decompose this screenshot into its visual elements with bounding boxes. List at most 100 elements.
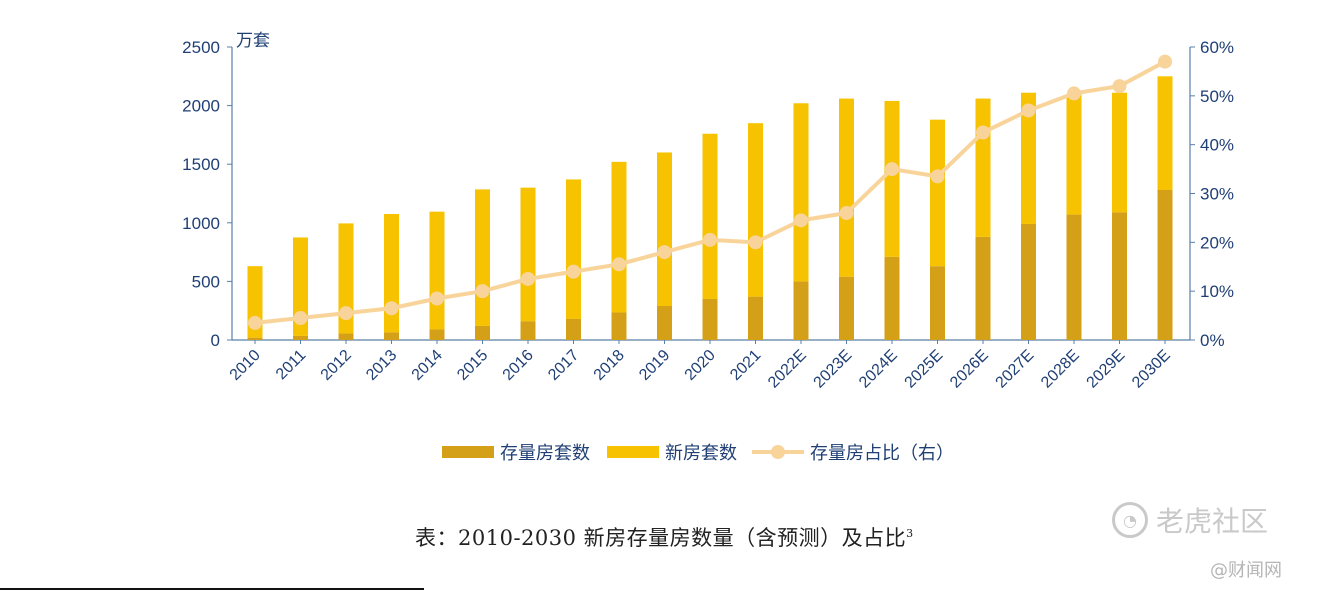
bar-existing-home	[657, 306, 672, 340]
y-left-unit-label: 万套	[236, 31, 270, 51]
bar-existing-home	[429, 329, 445, 340]
share-point	[384, 301, 399, 316]
bar-existing-home	[793, 281, 809, 340]
share-point	[521, 271, 535, 286]
share-point	[794, 213, 808, 228]
share-point	[566, 264, 581, 279]
share-point	[657, 245, 672, 260]
y-left-tick-label: 500	[192, 272, 220, 291]
bar-existing-home	[384, 332, 399, 340]
bar-existing-home	[1112, 212, 1127, 340]
share-point	[339, 306, 353, 321]
bar-new-home	[657, 152, 672, 307]
share-point	[1067, 86, 1081, 101]
bar-existing-home	[520, 321, 536, 340]
bar-new-home	[839, 98, 854, 277]
watermark-brand: 老虎社区	[1156, 505, 1269, 538]
bar-new-home	[338, 223, 354, 334]
bar-existing-home	[247, 337, 263, 340]
y-left-tick-label: 1500	[182, 155, 220, 174]
legend-swatch-existing	[442, 446, 494, 458]
y-right-tick-label: 60%	[1200, 38, 1234, 57]
bar-existing-home	[839, 276, 854, 340]
y-left-tick-label: 2500	[182, 38, 220, 57]
x-tick-label: 2029E	[1084, 347, 1129, 392]
bar-existing-home	[1157, 189, 1173, 340]
y-left-tick-label: 0	[211, 331, 220, 350]
bar-existing-home	[475, 325, 490, 340]
y-right-tick-label: 20%	[1200, 233, 1234, 252]
chart-caption: 表：2010-2030 新房存量房数量（含预测）及占比3	[415, 526, 914, 550]
share-point	[930, 169, 945, 184]
legend-label-new: 新房套数	[665, 443, 737, 464]
bar-existing-home	[566, 318, 581, 340]
x-tick-label: 2026E	[947, 347, 992, 392]
share-point	[1021, 103, 1036, 118]
share-point	[976, 125, 990, 140]
bar-existing-home	[975, 236, 991, 340]
legend-marker-share	[771, 445, 785, 459]
x-tick-label: 2023E	[811, 347, 856, 392]
y-left-tick-label: 2000	[182, 97, 220, 116]
bar-existing-home	[884, 256, 900, 340]
share-point	[839, 206, 854, 221]
x-tick-label: 2018	[591, 347, 628, 384]
x-tick-label: 2014	[409, 347, 446, 384]
share-point	[430, 291, 444, 306]
bar-existing-home	[702, 298, 718, 340]
bar-existing-home	[293, 335, 308, 340]
bar-new-home	[293, 237, 308, 336]
bar-new-home	[1157, 76, 1173, 190]
bar-new-home	[702, 133, 718, 299]
x-tick-label: 2016	[500, 347, 537, 384]
bar-new-home	[611, 161, 627, 313]
x-tick-label: 2020	[682, 347, 719, 384]
x-tick-label: 2011	[273, 347, 309, 383]
bar-existing-home	[1066, 214, 1082, 340]
chart: 0 500 1000 1500 2000 2500 万套 0% 10% 20% 30% 40% 50% 6…	[182, 31, 1234, 464]
x-tick-label: 2015	[454, 347, 491, 384]
y-right-tick-label: 40%	[1200, 136, 1234, 155]
bar-existing-home	[930, 266, 945, 340]
x-tick-label: 2019	[636, 347, 673, 384]
share-point	[475, 284, 490, 299]
bar-new-home	[884, 100, 900, 257]
x-tick-label: 2025E	[902, 347, 947, 392]
footnote-divider	[0, 588, 424, 590]
x-tick-label: 2030E	[1129, 347, 1174, 392]
bar-existing-home	[611, 312, 627, 340]
bar-new-home	[975, 98, 991, 237]
watermark-source: @财闻网	[1210, 560, 1282, 581]
y-right-tick-label: 0%	[1200, 331, 1225, 350]
share-point	[1112, 79, 1127, 94]
legend-label-existing: 存量房套数	[500, 443, 590, 464]
bar-new-home	[475, 189, 490, 326]
tiger-logo-icon: ◔	[1112, 502, 1148, 538]
bar-new-home	[566, 179, 581, 319]
x-tick-label: 2024E	[856, 347, 901, 392]
watermark: ◔ 老虎社区	[1112, 500, 1268, 540]
share-point	[612, 257, 626, 272]
share-point	[248, 315, 262, 330]
y-right-tick-label: 30%	[1200, 185, 1234, 204]
y-right-tick-label: 50%	[1200, 87, 1234, 106]
legend-label-share: 存量房占比（右）	[810, 443, 954, 464]
legend-swatch-new	[607, 446, 659, 458]
share-point	[885, 162, 899, 177]
x-tick-label: 2027E	[993, 347, 1038, 392]
x-tick-label: 2013	[363, 347, 400, 384]
y-right-tick-label: 10%	[1200, 282, 1234, 301]
bar-new-home	[429, 211, 445, 330]
x-tick-label: 2022E	[765, 347, 810, 392]
bar-new-home	[1066, 93, 1082, 215]
share-point	[703, 232, 717, 247]
bar-new-home	[793, 103, 809, 282]
share-point	[1158, 54, 1172, 69]
bar-new-home	[748, 123, 763, 297]
x-tick-label: 2010	[227, 347, 264, 384]
bar-existing-home	[338, 333, 354, 340]
y-left-tick-label: 1000	[182, 214, 220, 233]
bar-new-home	[520, 187, 536, 322]
bar-existing-home	[748, 296, 763, 340]
x-tick-label: 2028E	[1038, 347, 1083, 392]
